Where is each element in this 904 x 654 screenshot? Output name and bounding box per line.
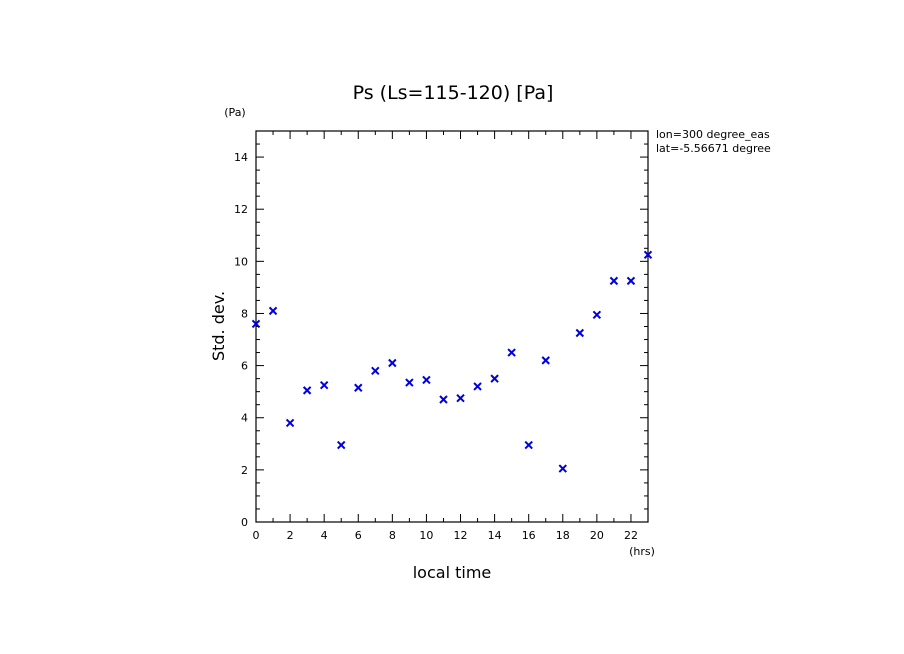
x-tick-label: 6 — [355, 529, 362, 542]
data-point — [490, 374, 499, 383]
data-point — [575, 328, 585, 338]
x-tick-label: 14 — [488, 529, 502, 542]
data-point-stroke — [268, 306, 278, 316]
y-tick-label: 6 — [241, 360, 248, 373]
x-tick-label: 10 — [419, 529, 433, 542]
x-tick-label: 16 — [522, 529, 536, 542]
data-point-stroke — [319, 380, 329, 390]
x-tick-label: 0 — [253, 529, 260, 542]
data-point — [319, 380, 329, 390]
data-point-stroke — [507, 348, 516, 357]
data-point-stroke — [251, 319, 261, 329]
data-point-stroke — [456, 393, 465, 403]
y-tick-label: 12 — [234, 203, 248, 216]
annotation-lon: lon=300 degree_eas — [656, 128, 770, 141]
data-point-stroke — [337, 440, 346, 450]
plot-frame — [255, 130, 649, 523]
y-tick-label: 0 — [241, 516, 248, 529]
y-unit-label: (Pa) — [224, 106, 245, 119]
data-point — [592, 310, 602, 319]
data-point — [388, 358, 397, 368]
x-tick-label: 22 — [624, 529, 638, 542]
chart-title: Ps (Ls=115-120) [Pa] — [353, 82, 554, 104]
data-point — [456, 393, 465, 403]
data-point — [268, 306, 278, 316]
data-point — [285, 418, 295, 428]
data-point — [405, 378, 414, 387]
y-axis-label: Std. dev. — [209, 291, 228, 361]
data-point-stroke — [541, 356, 550, 365]
y-tick-label: 2 — [241, 464, 248, 477]
x-axis-label: local time — [413, 563, 492, 582]
y-tick-label: 10 — [234, 255, 248, 268]
x-tick-label: 4 — [321, 529, 328, 542]
data-point-stroke — [285, 418, 295, 428]
data-point-stroke — [405, 378, 414, 387]
data-point-stroke — [473, 382, 482, 391]
data-point — [473, 382, 482, 391]
data-point-stroke — [524, 440, 533, 450]
data-point — [354, 383, 363, 392]
data-point — [558, 464, 567, 473]
x-tick-label: 20 — [590, 529, 604, 542]
x-tick-label: 8 — [389, 529, 396, 542]
data-point — [507, 348, 516, 357]
annotation-clip — [779, 125, 904, 160]
y-tick-label: 14 — [234, 151, 248, 164]
y-tick-label: 8 — [241, 307, 248, 320]
data-point-stroke — [371, 366, 380, 376]
data-point — [302, 386, 312, 395]
data-point-stroke — [558, 464, 567, 473]
data-point — [371, 366, 380, 376]
data-point-stroke — [575, 328, 585, 338]
data-point-stroke — [302, 386, 312, 395]
data-point-stroke — [609, 276, 619, 286]
data-point-stroke — [388, 358, 397, 368]
data-point — [251, 319, 261, 329]
data-point-stroke — [592, 310, 602, 319]
x-tick-label: 12 — [454, 529, 468, 542]
data-point-stroke — [354, 383, 363, 392]
data-point-stroke — [490, 374, 499, 383]
data-point — [541, 356, 550, 365]
data-point — [609, 276, 619, 286]
data-point-stroke — [439, 395, 448, 404]
x-unit-label: (hrs) — [629, 545, 655, 558]
data-point — [643, 250, 653, 260]
data-point — [439, 395, 448, 404]
data-point-stroke — [422, 375, 431, 385]
data-point-stroke — [643, 250, 653, 260]
x-tick-label: 2 — [287, 529, 294, 542]
data-point — [422, 375, 431, 385]
data-point — [626, 276, 636, 286]
x-tick-label: 18 — [556, 529, 570, 542]
y-tick-label: 4 — [241, 412, 248, 425]
data-point — [524, 440, 533, 450]
data-point — [337, 440, 346, 450]
data-point-stroke — [626, 276, 636, 286]
annotation-lat: lat=-5.56671 degree — [656, 142, 771, 155]
